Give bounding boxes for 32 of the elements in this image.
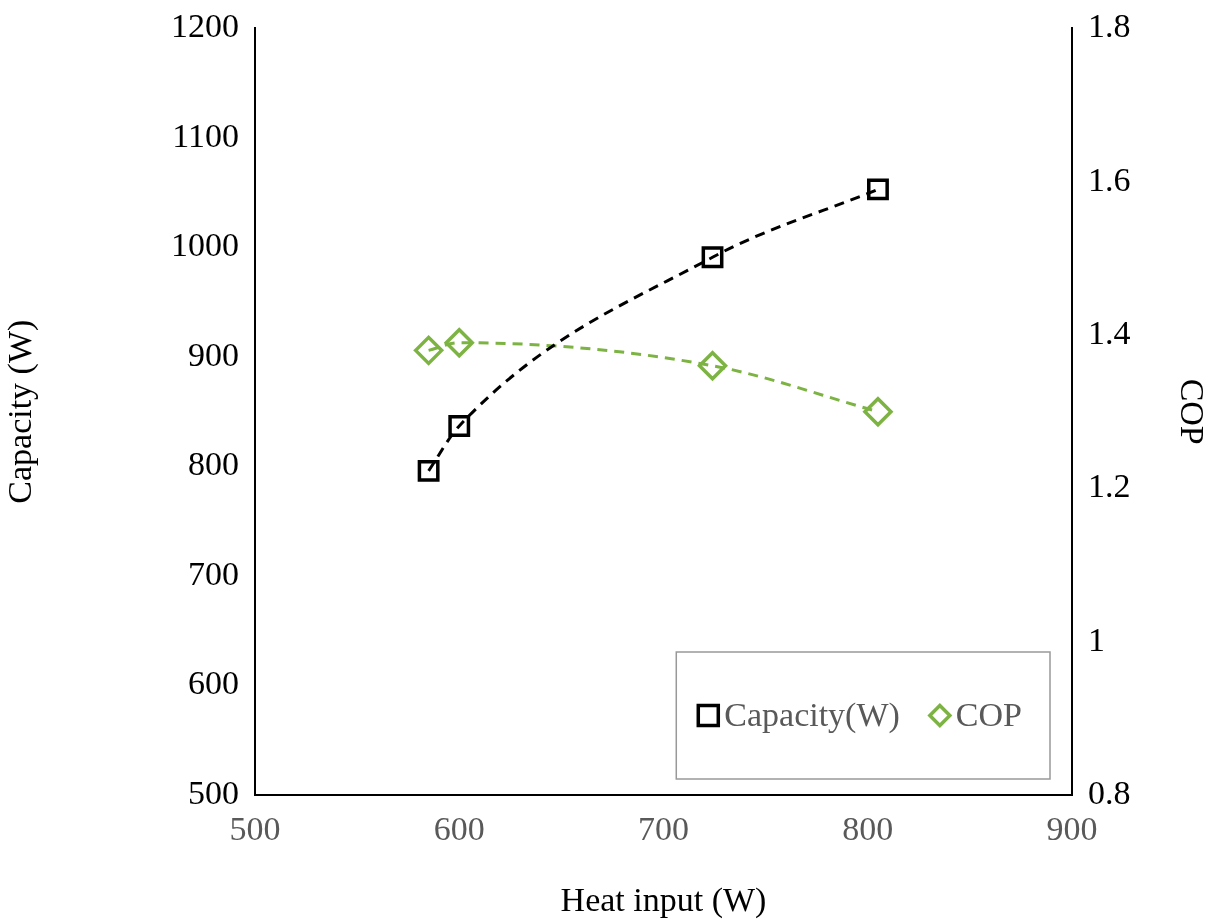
point xyxy=(867,178,889,201)
x-tick-label: 800 xyxy=(842,810,894,848)
x-tick-label: 600 xyxy=(433,810,485,848)
y-tick-label: 500 xyxy=(188,773,239,811)
y-tick-label: 700 xyxy=(188,554,239,592)
y2-tick-label: 0.8 xyxy=(1088,773,1131,811)
legend-label: COP xyxy=(955,696,1022,734)
x-tick-label: 700 xyxy=(638,810,689,848)
point xyxy=(448,414,471,437)
y2-tick-label: 1.6 xyxy=(1088,160,1131,198)
y2-tick-label: 1.2 xyxy=(1088,467,1131,505)
x-tick-label: 500 xyxy=(229,810,281,848)
y-tick-label: 1200 xyxy=(171,7,239,45)
y-tick-label: 600 xyxy=(188,664,239,702)
point xyxy=(417,459,440,482)
x-tick-label: 900 xyxy=(1046,810,1098,848)
y-tick-label: 800 xyxy=(188,445,239,483)
point xyxy=(697,350,728,381)
point xyxy=(701,246,724,269)
y-axis-title: Capacity (W) xyxy=(1,319,40,504)
y2-tick-label: 1 xyxy=(1088,620,1105,658)
y2-tick-label: 1.8 xyxy=(1088,7,1131,45)
point xyxy=(444,327,474,358)
y2-tick-label: 1.4 xyxy=(1088,313,1131,351)
legend-label: Capacity(W) xyxy=(724,696,900,735)
y-tick-label: 1100 xyxy=(172,116,239,154)
point xyxy=(413,335,444,366)
y2-axis-title: COP xyxy=(1173,378,1211,445)
y-tick-label: 1000 xyxy=(171,226,239,264)
x-axis-title: Heat input (W) xyxy=(560,880,767,919)
y-tick-label: 900 xyxy=(188,335,239,373)
point xyxy=(863,396,893,427)
